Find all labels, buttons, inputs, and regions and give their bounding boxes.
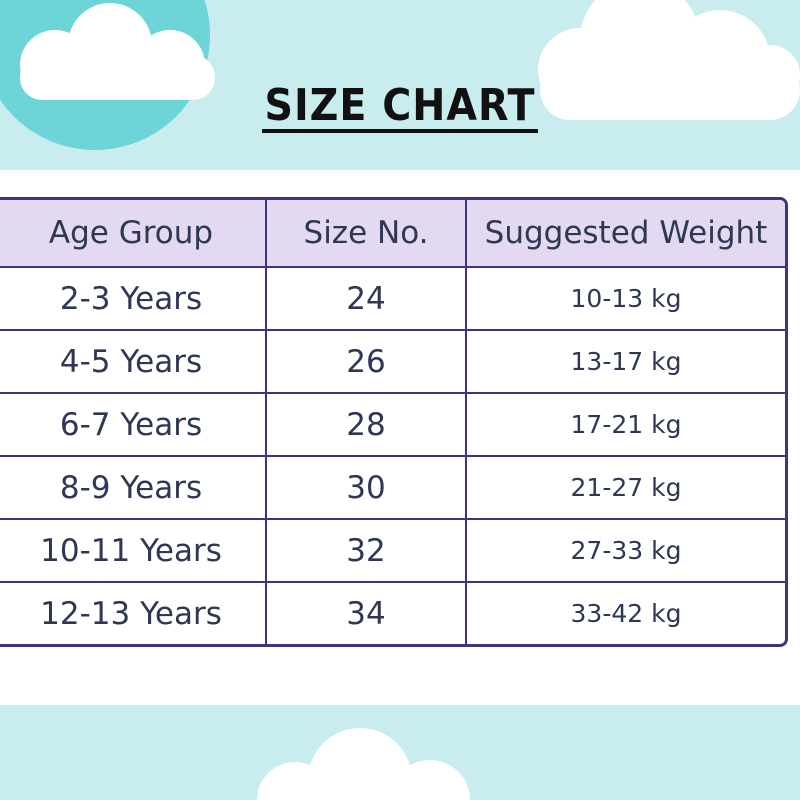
cell-size-no: 28 xyxy=(267,394,467,457)
cell-size-no: 26 xyxy=(267,331,467,394)
table-row: 8-9 Years 30 21-27 kg xyxy=(0,457,785,520)
bottom-sky-band xyxy=(0,705,800,800)
cell-suggested-weight: 27-33 kg xyxy=(467,520,785,583)
cell-age-group: 8-9 Years xyxy=(0,457,267,520)
cell-size-no: 32 xyxy=(267,520,467,583)
top-sky-band xyxy=(0,0,800,170)
header-suggested-weight: Suggested Weight xyxy=(467,200,785,268)
cell-age-group: 6-7 Years xyxy=(0,394,267,457)
cell-age-group: 4-5 Years xyxy=(0,331,267,394)
header-size-no: Size No. xyxy=(267,200,467,268)
cell-size-no: 34 xyxy=(267,583,467,644)
size-chart-table: Age Group Size No. Suggested Weight 2-3 … xyxy=(0,197,788,647)
cell-size-no: 30 xyxy=(267,457,467,520)
clouds-top-decoration xyxy=(0,0,800,150)
cell-suggested-weight: 13-17 kg xyxy=(467,331,785,394)
cell-size-no: 24 xyxy=(267,268,467,331)
table-row: 10-11 Years 32 27-33 kg xyxy=(0,520,785,583)
cell-suggested-weight: 21-27 kg xyxy=(467,457,785,520)
cell-suggested-weight: 17-21 kg xyxy=(467,394,785,457)
table-row: 2-3 Years 24 10-13 kg xyxy=(0,268,785,331)
table-row: 4-5 Years 26 13-17 kg xyxy=(0,331,785,394)
cell-age-group: 12-13 Years xyxy=(0,583,267,644)
table-header-row: Age Group Size No. Suggested Weight xyxy=(0,200,785,268)
cell-suggested-weight: 10-13 kg xyxy=(467,268,785,331)
table-row: 6-7 Years 28 17-21 kg xyxy=(0,394,785,457)
cloud-bottom-decoration xyxy=(257,728,470,800)
header-age-group: Age Group xyxy=(0,200,267,268)
cell-age-group: 2-3 Years xyxy=(0,268,267,331)
cloud-right xyxy=(538,0,800,120)
cloud-left xyxy=(20,3,215,100)
page-title: SIZE CHART xyxy=(262,80,538,133)
table-row: 12-13 Years 34 33-42 kg xyxy=(0,583,785,644)
cell-suggested-weight: 33-42 kg xyxy=(570,599,682,628)
cell-age-group: 10-11 Years xyxy=(0,520,267,583)
